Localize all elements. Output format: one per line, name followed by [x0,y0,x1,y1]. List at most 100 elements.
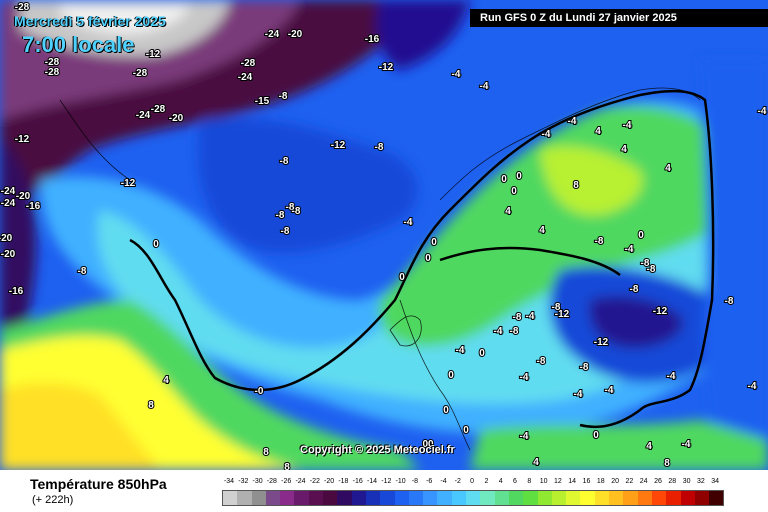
scale-label: 26 [654,478,662,485]
scale-swatch [380,491,395,505]
isotherm-label: -8 [279,91,288,102]
isotherm-label: -8 [641,258,650,269]
isotherm-label: 4 [665,163,671,174]
model-run-banner: Run GFS 0 Z du Lundi 27 janvier 2025 [470,9,768,27]
isotherm-label: -24 [136,110,151,121]
isotherm-label: -8 [630,284,639,295]
isotherm-label: 0 [399,272,405,283]
isotherm-label: 8 [284,462,290,470]
scale-label: -32 [238,478,249,485]
isotherm-label: -4 [748,381,757,392]
copyright-notice: Copyright © 2025 Meteociel.fr [300,444,455,456]
scale-swatch [594,491,610,505]
isotherm-label: 0 [425,253,431,264]
isotherm-label: -24 [238,72,253,83]
scale-label: -30 [252,478,263,485]
coastline-europe [399,299,471,451]
isotherm-label: -12 [653,306,668,317]
isotherm-label: -28 [45,57,60,68]
isotherm-label: -4 [480,81,489,92]
isotherm-labels: -28-28-28-12-28-24 -20 -16-28-24-12-15 -8-4… [0,1,768,470]
scale-label: 30 [682,478,691,485]
isotherm-label: 0 [448,370,454,381]
isotherm-label: -4 [494,326,503,337]
scale-swatch [666,491,681,505]
scale-label: 20 [611,478,619,485]
isotherm-label: -28 [151,104,166,115]
scale-label: -12 [381,478,392,485]
scale-swatch [337,491,352,505]
scale-label: -8 [411,478,418,485]
isotherm-label: 4 [505,206,511,217]
isotherm-label: -24 [1,198,16,209]
scale-label: 28 [668,478,677,485]
scale-swatch [423,491,438,505]
isotherm-label: -0 [255,386,264,397]
isotherm-label: -4 [404,217,413,228]
isotherm-label: -28 [241,58,256,69]
scale-swatch [408,491,424,505]
isotherm-label: -8 [276,210,285,221]
color-scale-labels: -34 -32 -30 -28 -26 -24 -22 -20 -18 -16 -14 -12 -10-… [222,478,752,488]
scale-swatch [523,491,538,505]
coastline-greenland [59,99,131,181]
legend-subtitle: (+ 222h) [32,494,74,506]
scale-label: -4 [440,478,447,485]
scale-swatch [280,491,295,505]
isotherm-label: 4 [533,457,539,468]
isotherm-label: 8 [148,400,154,411]
scale-swatch [451,491,467,505]
scale-label: -22 [309,478,320,485]
scale-label: 10 [539,478,548,485]
scale-label: 0 [470,478,475,485]
isotherm-label: -4 [682,439,691,450]
scale-swatch [466,491,481,505]
forecast-date: Mercredi 5 février 2025 [14,13,166,29]
scale-swatch [480,491,495,505]
isotherm-label: 0 [516,171,522,182]
scale-swatch [623,491,638,505]
isotherm-label: 0 [501,174,507,185]
isotherm-label: 0 [463,425,469,436]
isotherm-label: -8 [286,202,295,213]
isotherm-label: 8 [573,180,579,191]
legend-footer: Température 850hPa (+ 222h) -34 -32 -30 -28… [0,470,768,512]
isotherm-label: -20 [0,233,13,244]
scale-label: -28 [266,478,277,485]
scale-swatch [308,491,324,505]
isotherm-label: 4 [646,441,652,452]
scale-swatch [537,491,552,505]
isotherm-label: 4 [539,225,545,236]
isotherm-label: 8 [263,447,269,458]
isotherm-label: -8 [552,302,561,313]
warm-pale-sw [0,383,160,470]
isotherm-label: 4 [621,144,627,155]
isotherm-label: -4 [568,116,577,127]
scale-label: -34 [223,478,235,485]
isotherm-label: 0 [443,405,449,416]
forecast-time: 7:00 locale [22,32,135,57]
isotherm-label: 0 [153,239,159,250]
isotherm-label: -4 [758,106,767,117]
isotherm-label: -4 [625,244,634,255]
scale-swatch [494,491,509,505]
isotherm-label: 4 [595,126,601,137]
scale-label: 22 [625,478,634,485]
scale-swatch [394,491,409,505]
isotherm-label: 0 [431,237,437,248]
scale-swatch [365,491,381,505]
isotherm-label: -16 [26,201,41,212]
isotherm-label: 00 [422,439,434,450]
isotherm-label: -20 [169,113,184,124]
isotherm-label: -4 [605,385,614,396]
scale-label: -16 [352,478,363,485]
scale-swatch [223,491,238,505]
scale-swatch [294,491,309,505]
scale-label: 14 [568,478,577,485]
scale-swatch [351,491,366,505]
isotherm-label: -20 [16,191,31,202]
scale-label: -24 [295,478,306,485]
cold-pool-core [589,295,683,349]
isotherm-label: -12 [594,337,609,348]
scale-swatch [637,491,652,505]
